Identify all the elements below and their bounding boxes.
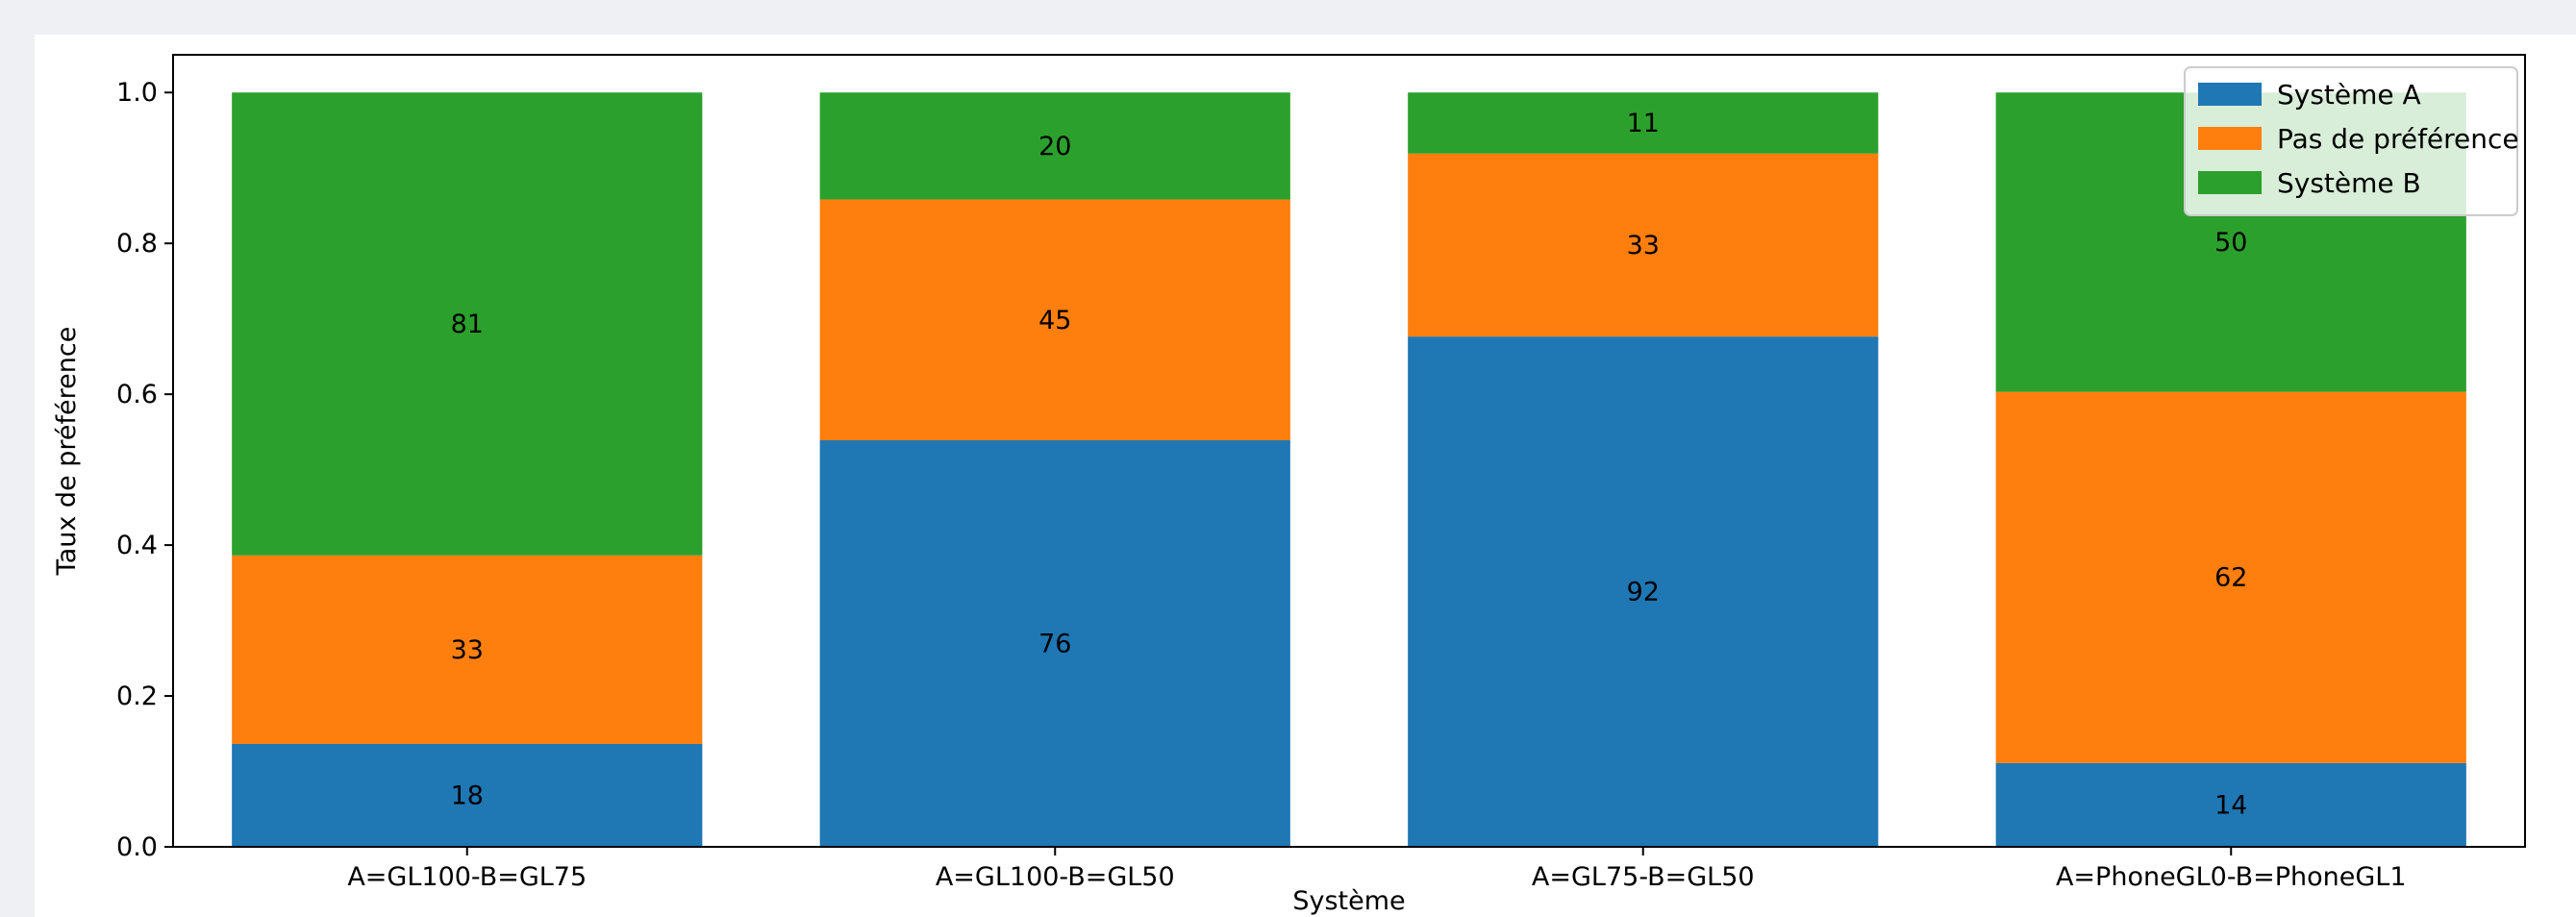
bar-count-label: 18 [451, 781, 484, 810]
legend-swatch [2198, 83, 2262, 106]
bar-segment-3-cat-2 [819, 92, 1290, 200]
legend-entry-label: Pas de préférence [2277, 123, 2519, 155]
y-tick-label: 0.8 [116, 229, 158, 259]
bar-count-label: 33 [1627, 231, 1660, 260]
x-tick-label: A=GL100-B=GL75 [347, 862, 587, 892]
x-axis-label: Système [1292, 886, 1405, 916]
y-tick-label: 0.6 [116, 380, 158, 409]
legend: Système A Pas de préférence Système B [2184, 66, 2519, 216]
bar-segment-1-cat-3 [1408, 336, 1879, 847]
bar-segment-2-cat-1 [232, 555, 703, 744]
x-tick-label: A=PhoneGL0-B=PhoneGL1 [2056, 862, 2407, 892]
bar-count-label: 92 [1627, 578, 1660, 607]
bar-segment-2-cat-2 [819, 199, 1290, 441]
bars-layer [232, 92, 2466, 847]
bar-count-label: 11 [1627, 109, 1660, 138]
bar-segment-2-cat-3 [1408, 153, 1879, 337]
legend-entry-label: Système A [2277, 79, 2421, 111]
plot-frame [172, 54, 2526, 848]
bar-count-label: 45 [1038, 306, 1071, 335]
y-tick-label: 0.4 [116, 531, 158, 560]
bar-count-label: 14 [2214, 790, 2247, 820]
legend-swatch [2198, 171, 2262, 194]
bar-count-label: 20 [1038, 132, 1071, 161]
chart-canvas: 18 33 81 76 45 20 92 33 11 14 62 50 0.0 0.2 0.4 0.6 0.8… [35, 35, 2576, 917]
legend-box [2184, 66, 2518, 216]
bar-count-label: 33 [451, 635, 484, 665]
bar-count-label: 81 [451, 310, 484, 339]
bar-count-label: 50 [2214, 228, 2247, 258]
bar-segment-3-cat-1 [232, 92, 703, 556]
bar-segment-1-cat-1 [232, 743, 703, 847]
y-tick-label: 0.2 [116, 682, 158, 711]
x-tick-label: A=GL100-B=GL50 [936, 862, 1175, 892]
stacked-bar-chart: 18 33 81 76 45 20 92 33 11 14 62 50 0.0 0.2 0.4 0.6 0.8… [52, 54, 2526, 916]
y-tick-label: 1.0 [116, 78, 158, 108]
legend-entry-label: Système B [2277, 167, 2421, 199]
y-tick-label: 0.0 [116, 832, 158, 862]
bar-labels-layer: 18 33 81 76 45 20 92 33 11 14 62 50 [451, 109, 2248, 820]
legend-swatch [2198, 127, 2262, 150]
bar-segment-1-cat-2 [819, 440, 1290, 847]
x-axis: A=GL100-B=GL75 A=GL100-B=GL50 A=GL75-B=GL5… [347, 847, 2407, 892]
y-axis-label: Taux de préférence [52, 327, 82, 577]
bar-count-label: 76 [1038, 630, 1071, 659]
bar-count-label: 62 [2214, 563, 2247, 593]
y-axis: 0.0 0.2 0.4 0.6 0.8 1.0 [116, 78, 173, 862]
bar-segment-1-cat-4 [1995, 762, 2466, 847]
bar-segment-2-cat-4 [1995, 391, 2466, 763]
x-tick-label: A=GL75-B=GL50 [1532, 862, 1755, 892]
bar-segment-3-cat-3 [1408, 92, 1879, 154]
